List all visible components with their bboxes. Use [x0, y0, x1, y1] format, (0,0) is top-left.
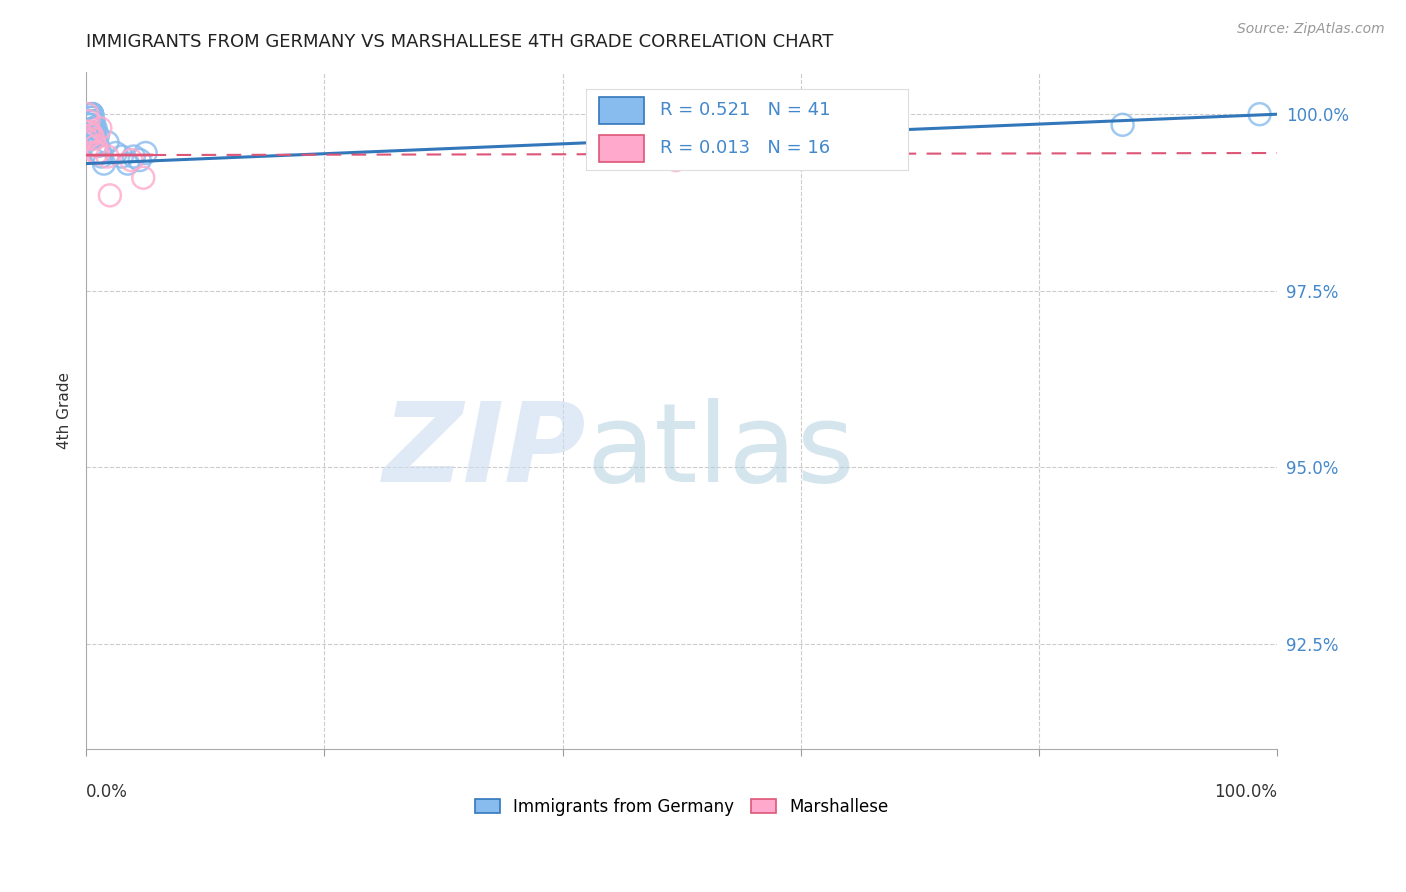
Point: [87, 146, 110, 161]
Point: [76, 125, 98, 139]
Point: [79, 125, 101, 139]
Point: [83, 128, 105, 143]
Point: [80, 107, 103, 121]
Point: [135, 146, 157, 161]
Point: [98, 188, 121, 202]
Point: [79, 118, 101, 132]
Point: [120, 153, 142, 167]
Point: [76, 132, 98, 146]
Point: [80, 114, 103, 128]
Point: [79, 125, 101, 139]
Point: [80, 107, 103, 121]
Point: [82, 114, 104, 128]
Point: [104, 146, 127, 161]
Point: [96, 149, 118, 163]
Point: [77, 125, 100, 139]
Point: [77, 118, 100, 132]
Point: [87, 139, 110, 153]
Point: [87, 128, 110, 143]
Point: [82, 114, 104, 128]
Point: [80, 114, 103, 128]
Text: atlas: atlas: [586, 398, 855, 505]
Point: [814, 114, 837, 128]
Text: Source: ZipAtlas.com: Source: ZipAtlas.com: [1237, 22, 1385, 37]
Point: [93, 156, 115, 170]
Point: [80, 107, 103, 121]
Text: ZIP: ZIP: [382, 398, 586, 505]
Text: 0.0%: 0.0%: [86, 783, 128, 801]
Point: [80, 118, 103, 132]
Point: [1249, 107, 1271, 121]
Point: [132, 170, 155, 185]
Point: [84, 121, 107, 136]
Point: [84, 128, 107, 143]
Point: [80, 111, 103, 125]
Point: [80, 125, 103, 139]
Point: [89, 121, 111, 136]
Point: [80, 107, 103, 121]
Point: [96, 136, 118, 150]
Point: [76, 107, 98, 121]
Point: [90, 149, 112, 163]
Point: [77, 114, 100, 128]
Point: [80, 128, 103, 143]
Text: 100.0%: 100.0%: [1215, 783, 1278, 801]
Point: [80, 107, 103, 121]
Legend: Immigrants from Germany, Marshallese: Immigrants from Germany, Marshallese: [468, 791, 896, 822]
Point: [665, 153, 688, 167]
Text: IMMIGRANTS FROM GERMANY VS MARSHALLESE 4TH GRADE CORRELATION CHART: IMMIGRANTS FROM GERMANY VS MARSHALLESE 4…: [86, 33, 834, 51]
Point: [80, 132, 103, 146]
Point: [82, 121, 104, 136]
Point: [89, 146, 111, 161]
Point: [117, 156, 139, 170]
Point: [80, 111, 103, 125]
Point: [111, 149, 134, 163]
Point: [82, 132, 104, 146]
Point: [1111, 118, 1133, 132]
Point: [122, 149, 145, 163]
Point: [84, 139, 107, 153]
Point: [83, 121, 105, 136]
Point: [82, 114, 104, 128]
Point: [86, 146, 108, 161]
Y-axis label: 4th Grade: 4th Grade: [58, 372, 72, 449]
Point: [80, 107, 103, 121]
Point: [128, 153, 150, 167]
Point: [82, 121, 104, 136]
